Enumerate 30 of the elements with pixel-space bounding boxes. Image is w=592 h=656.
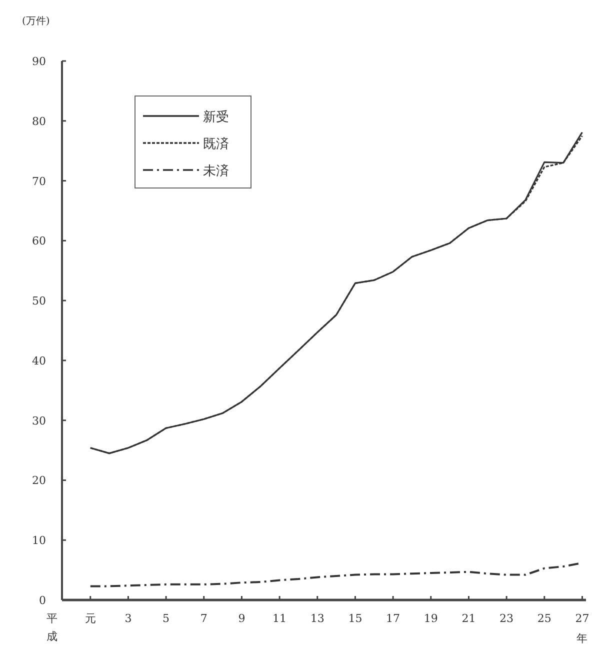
text: 年 bbox=[576, 632, 588, 645]
y-tick-label: 10 bbox=[32, 534, 46, 548]
legend-label: 未済 bbox=[203, 163, 229, 179]
x-tick-label: 15 bbox=[348, 612, 362, 625]
x-tick-label: 21 bbox=[462, 612, 476, 625]
y-tick-label: 90 bbox=[32, 55, 46, 68]
y-tick-label: 0 bbox=[39, 594, 46, 607]
x-tick-label: 25 bbox=[537, 612, 552, 625]
x-tick-label: 9 bbox=[238, 612, 246, 625]
y-axis-title: (万件) bbox=[22, 16, 50, 27]
x-tick-label: 元 bbox=[84, 612, 96, 625]
y-tick-label: 50 bbox=[32, 294, 46, 308]
legend-label: 新受 bbox=[203, 110, 229, 125]
x-axis-title: 平成 bbox=[46, 612, 58, 643]
y-tick-label: 60 bbox=[32, 234, 46, 248]
y-tick-label: 70 bbox=[32, 174, 46, 188]
y-tick-label: 40 bbox=[32, 354, 46, 368]
legend-label: 既済 bbox=[203, 136, 229, 152]
x-tick-label: 3 bbox=[124, 612, 132, 625]
x-tick-label: 27 bbox=[575, 612, 590, 625]
y-tick-label: 80 bbox=[32, 114, 46, 128]
x-tick-label: 11 bbox=[272, 612, 287, 625]
x-tick-label: 19 bbox=[424, 612, 438, 625]
x-tick-label: 5 bbox=[162, 612, 170, 625]
x-tick-label: 13 bbox=[310, 612, 324, 625]
x-tick-label: 23 bbox=[500, 612, 514, 625]
y-tick-label: 30 bbox=[32, 414, 46, 428]
y-tick-label: 20 bbox=[32, 474, 46, 488]
x-tick-label: 7 bbox=[200, 612, 208, 625]
x-tick-label: 17 bbox=[386, 612, 400, 625]
